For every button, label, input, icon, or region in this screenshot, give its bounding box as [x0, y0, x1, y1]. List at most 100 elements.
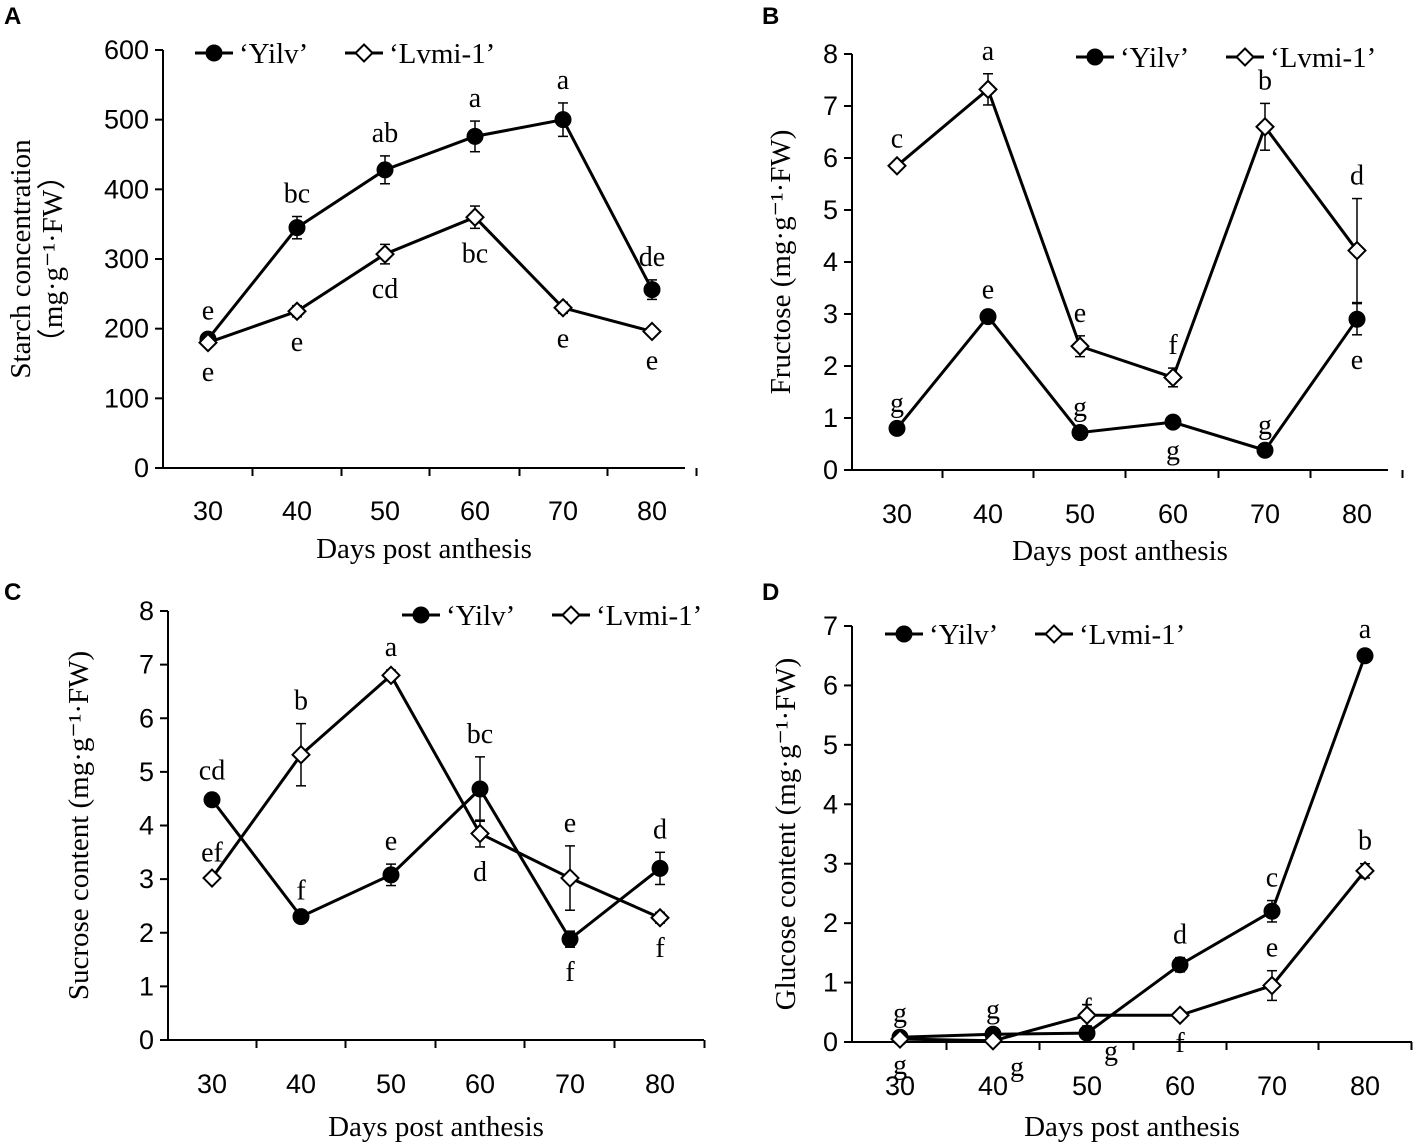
x-tick-label: 80 — [1350, 1071, 1380, 1101]
data-point-yilv — [1356, 647, 1374, 665]
significance-letter: f — [1175, 1028, 1185, 1059]
legend-label-yilv: ‘Yilv’ — [239, 38, 308, 70]
y-tick-label: 4 — [139, 811, 154, 841]
x-tick-label: 40 — [282, 496, 312, 526]
data-point-lvmi — [1163, 367, 1183, 388]
y-tick-label: 2 — [139, 918, 154, 948]
x-tick-label: 40 — [286, 1069, 316, 1099]
y-tick-label: 1 — [823, 403, 838, 433]
data-point-yilv — [1071, 424, 1089, 442]
y-tick-label: 500 — [104, 105, 149, 135]
significance-letter: a — [469, 83, 482, 114]
data-point-lvmi — [1070, 336, 1090, 357]
data-point-lvmi — [1255, 116, 1275, 137]
significance-letter: g — [1010, 1052, 1024, 1083]
data-point-lvmi — [381, 665, 401, 686]
data-point-yilv — [1263, 902, 1281, 920]
data-point-lvmi — [890, 1029, 910, 1049]
significance-letter: g — [1104, 1036, 1118, 1067]
data-point-lvmi — [560, 868, 580, 888]
y-tick-label: 4 — [823, 247, 838, 277]
legend-label-lvmi: ‘Lvmi-1’ — [1079, 619, 1185, 651]
significance-letter: bc — [467, 719, 493, 750]
x-tick-label: 30 — [197, 1069, 227, 1099]
y-tick-label: 600 — [104, 35, 149, 65]
y-tick-label: 5 — [823, 195, 838, 225]
legend: ‘Yilv’ ‘Lvmi-1’ — [402, 600, 702, 632]
y-tick-label: 6 — [823, 670, 838, 700]
legend-label-yilv: ‘Yilv’ — [446, 600, 515, 632]
significance-letter: e — [202, 357, 214, 388]
y-tick-label: 0 — [823, 455, 838, 485]
data-point-lvmi — [1170, 1005, 1190, 1026]
data-point-lvmi — [291, 744, 311, 765]
panel-d: D 0 1 2 3 4 5 6 7 30 40 50 60 70 80 Days post anthesis G… — [762, 579, 1413, 1143]
y-axis-title: Sucrose content (mg·g⁻¹·FW) — [63, 651, 95, 1000]
y-tick-label: 5 — [139, 757, 154, 787]
x-tick-label: 60 — [460, 496, 490, 526]
x-tick-label: 50 — [1065, 499, 1095, 529]
data-point-lvmi — [978, 79, 998, 100]
significance-letter: g — [1258, 410, 1272, 441]
data-point-lvmi — [553, 297, 573, 318]
series-line-lvmi — [899, 869, 1367, 1043]
y-tick-label: 3 — [823, 299, 838, 329]
data-point-lvmi — [650, 907, 670, 928]
significance-letter: d — [473, 857, 487, 888]
significance-letter: a — [982, 36, 995, 67]
significance-letter: e — [557, 323, 569, 354]
panel-label: D — [762, 579, 779, 606]
data-point-yilv — [1078, 1024, 1096, 1042]
y-tick-label: 0 — [139, 1025, 154, 1055]
y-axis-unit: （mg·g⁻¹·FW） — [37, 161, 69, 357]
significance-letter: d — [653, 814, 667, 845]
series-line-yilv — [899, 655, 1367, 1039]
series-line-lvmi — [210, 672, 661, 920]
significance-letter: bc — [462, 238, 488, 269]
y-tick-label: 300 — [104, 244, 149, 274]
data-point-yilv — [1164, 413, 1182, 431]
data-point-lvmi — [202, 868, 222, 888]
significance-letter: ef — [201, 837, 223, 868]
x-axis-title: Days post anthesis — [1012, 535, 1228, 567]
significance-letter: g — [1073, 392, 1087, 423]
panel-a: A 0 100 200 300 400 500 600 30 40 50 60 70 80 Days pos… — [4, 3, 698, 565]
significance-letter: e — [1266, 933, 1278, 964]
y-tick-label: 6 — [823, 143, 838, 173]
y-tick-label: 7 — [823, 91, 838, 121]
y-tick-label: 200 — [104, 314, 149, 344]
series-line-yilv — [206, 117, 654, 341]
y-tick-label: 2 — [823, 351, 838, 381]
significance-letter: b — [294, 686, 308, 717]
significance-letter: g — [893, 1050, 907, 1081]
panel-label: B — [762, 3, 779, 30]
significance-letter: e — [1351, 345, 1363, 376]
y-tick-label: 3 — [823, 849, 838, 879]
significance-letter: cd — [372, 274, 398, 305]
x-tick-label: 50 — [1072, 1071, 1102, 1101]
legend-label-lvmi: ‘Lvmi-1’ — [1270, 42, 1376, 74]
x-axis-title: Days post anthesis — [316, 533, 532, 565]
y-tick-label: 0 — [823, 1027, 838, 1057]
x-tick-label: 70 — [1257, 1071, 1287, 1101]
y-tick-label: 6 — [139, 703, 154, 733]
significance-letter: b — [1258, 65, 1272, 96]
significance-letter: e — [646, 346, 658, 377]
x-tick-label: 80 — [645, 1069, 675, 1099]
data-point-lvmi — [470, 823, 490, 844]
data-point-lvmi — [887, 155, 907, 176]
y-tick-label: 4 — [823, 789, 838, 819]
significance-letter: d — [1173, 920, 1187, 951]
data-point-lvmi — [1355, 860, 1375, 881]
data-point-yilv — [651, 859, 669, 877]
x-tick-label: 80 — [637, 496, 667, 526]
significance-letter: g — [890, 388, 904, 419]
significance-letter: a — [1359, 614, 1372, 645]
y-tick-label: 0 — [134, 453, 149, 483]
y-tick-label: 3 — [139, 864, 154, 894]
y-tick-label: 2 — [823, 908, 838, 938]
data-point-lvmi — [983, 1030, 1003, 1051]
legend: ‘Yilv’ ‘Lvmi-1’ — [1076, 42, 1376, 74]
significance-letter: e — [982, 274, 994, 305]
x-tick-label: 30 — [885, 1071, 915, 1101]
